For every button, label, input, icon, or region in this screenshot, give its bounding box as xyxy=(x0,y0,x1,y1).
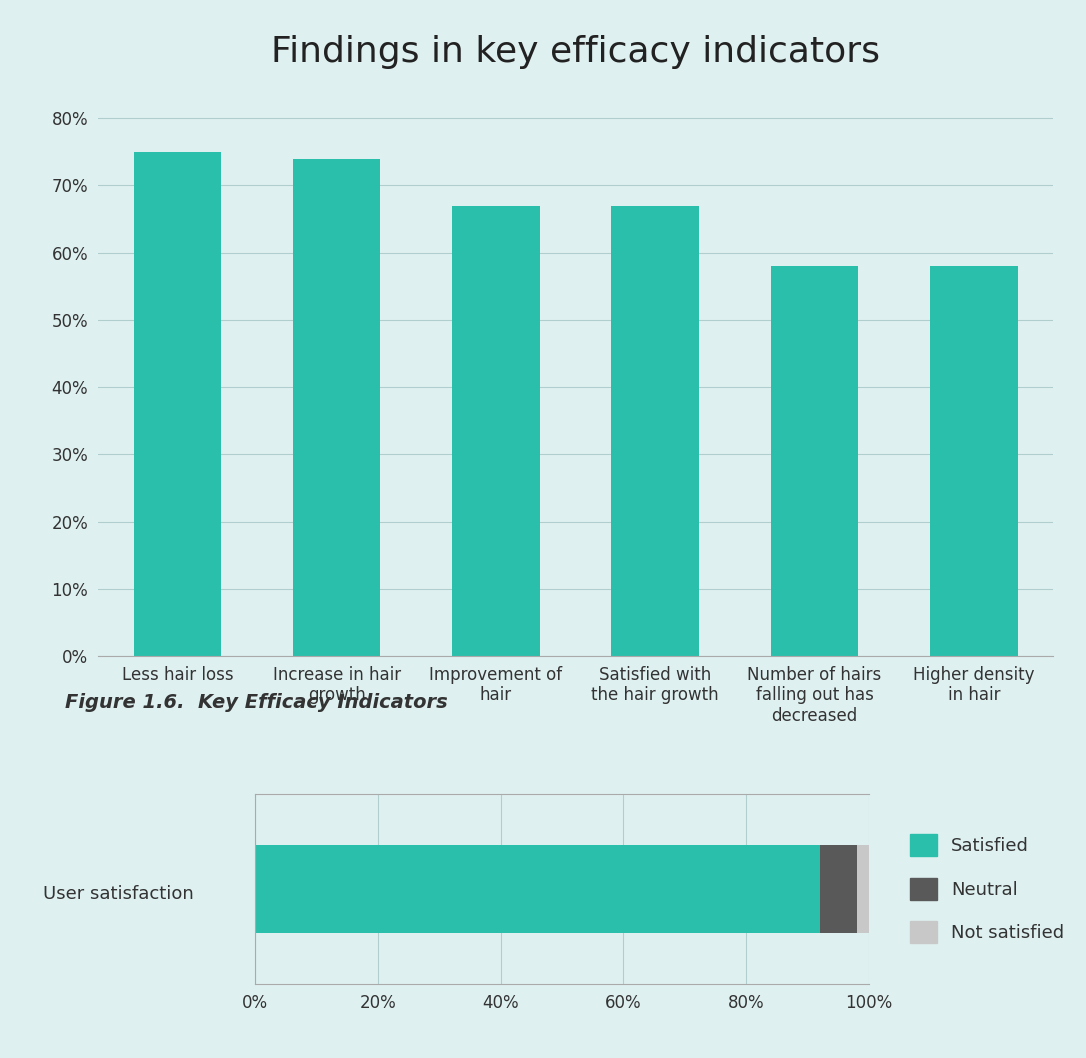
Bar xyxy=(771,267,858,656)
Text: Figure 1.6.  Key Efficacy Indicators: Figure 1.6. Key Efficacy Indicators xyxy=(65,693,447,712)
Bar xyxy=(293,159,380,656)
Bar xyxy=(134,152,222,656)
Bar xyxy=(255,844,820,933)
Bar xyxy=(452,205,540,656)
Bar xyxy=(857,844,869,933)
Title: Findings in key efficacy indicators: Findings in key efficacy indicators xyxy=(272,35,880,70)
Bar xyxy=(930,267,1018,656)
Bar xyxy=(611,205,699,656)
Bar xyxy=(820,844,857,933)
Legend: Satisfied, Neutral, Not satisfied: Satisfied, Neutral, Not satisfied xyxy=(902,826,1072,951)
Text: User satisfaction: User satisfaction xyxy=(43,884,194,904)
